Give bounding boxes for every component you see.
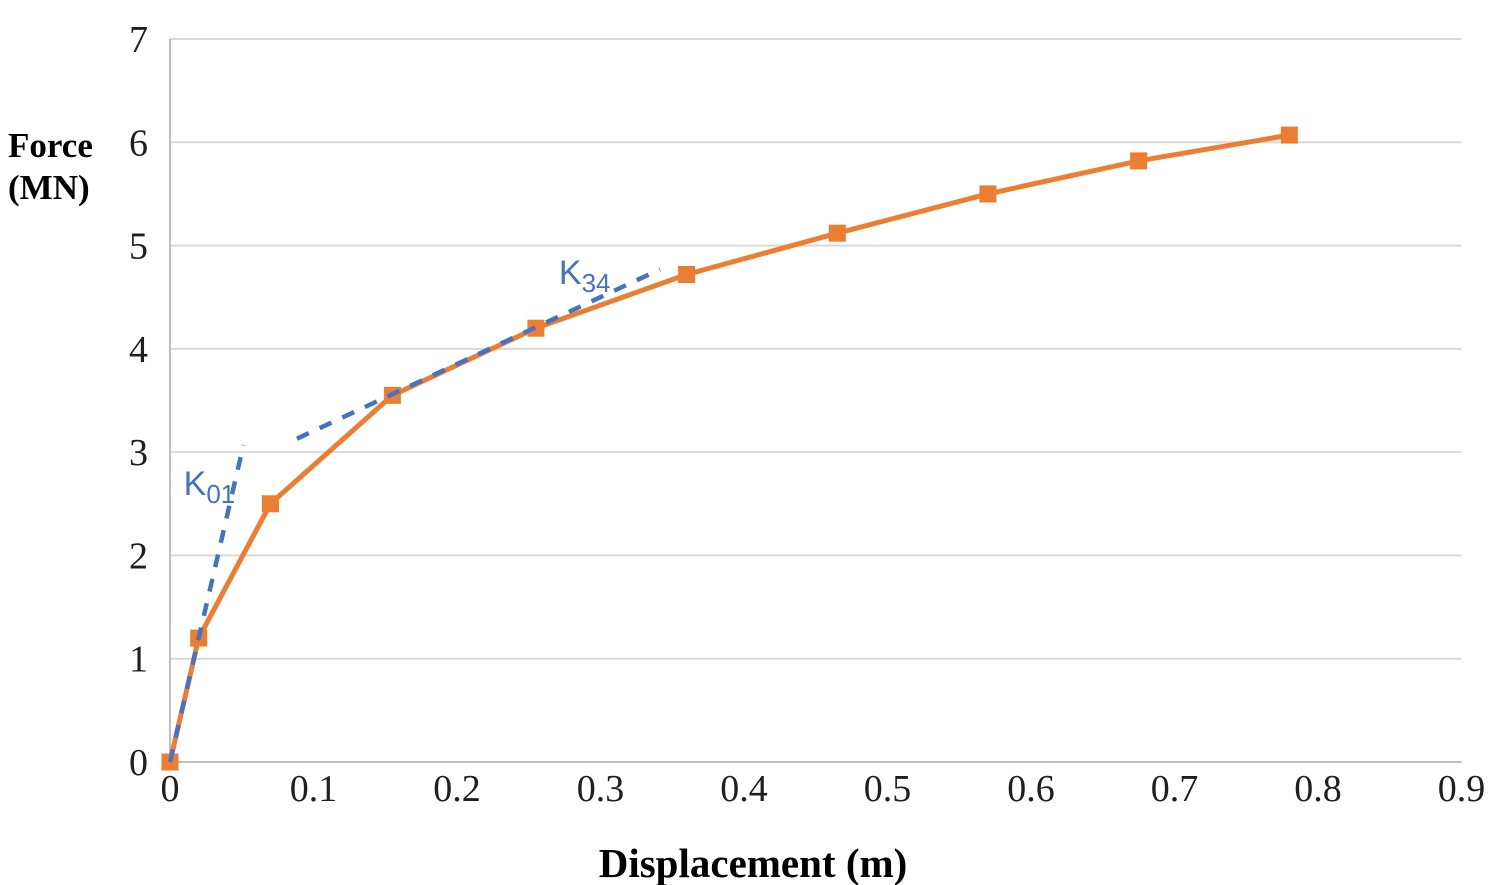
x-tick-label: 0.5 xyxy=(864,768,912,810)
gridlines-group xyxy=(170,38,1462,763)
K34-stiffness-line xyxy=(296,267,662,441)
y-tick-label: 3 xyxy=(129,432,148,474)
x-tick-label: 0.7 xyxy=(1151,768,1199,810)
K01-stiffness-line xyxy=(167,444,246,763)
y-tick-label: 4 xyxy=(129,329,148,371)
x-tick-label: 0.9 xyxy=(1438,768,1486,810)
x-tick-label: 0.2 xyxy=(433,768,481,810)
y-tick-label: 6 xyxy=(129,122,148,164)
data-point-marker xyxy=(979,185,997,203)
K01-stiffness-line-label: K01 xyxy=(184,465,236,509)
y-axis-title-line2: (MN) xyxy=(8,168,90,207)
data-point-marker xyxy=(527,319,545,337)
axis-titles-group: Force(MN) Displacement (m) xyxy=(8,126,907,885)
y-tick-label: 0 xyxy=(129,742,148,784)
x-tick-label: 0.4 xyxy=(720,768,768,810)
K34-stiffness-line-label-subscript: 34 xyxy=(582,268,611,298)
force-displacement-curve-line xyxy=(167,132,1292,765)
x-tick-label: 0.1 xyxy=(290,768,338,810)
y-tick-label: 5 xyxy=(129,226,148,268)
y-axis-title-line1: Force xyxy=(8,126,93,165)
data-point-marker xyxy=(678,265,696,283)
K34-stiffness-line-label-main: K xyxy=(559,254,582,292)
y-tick-label: 2 xyxy=(129,535,148,577)
x-axis-title: Displacement (m) xyxy=(599,840,908,885)
data-point-marker xyxy=(828,224,846,242)
series-group xyxy=(161,126,1298,771)
x-tick-label: 0.8 xyxy=(1294,768,1342,810)
x-tick-label: 0.3 xyxy=(577,768,625,810)
y-tick-label: 7 xyxy=(129,19,148,61)
K34-stiffness-line-label: K34 xyxy=(559,254,611,298)
data-point-marker xyxy=(261,495,279,513)
y-tick-label: 1 xyxy=(129,639,148,681)
K01-stiffness-line-label-subscript: 01 xyxy=(206,479,235,509)
x-tick-label: 0 xyxy=(161,768,180,810)
K01-stiffness-line-label-main: K xyxy=(184,465,207,503)
data-point-marker xyxy=(1130,152,1148,170)
data-point-marker xyxy=(1280,126,1298,144)
x-tick-label: 0.6 xyxy=(1007,768,1055,810)
